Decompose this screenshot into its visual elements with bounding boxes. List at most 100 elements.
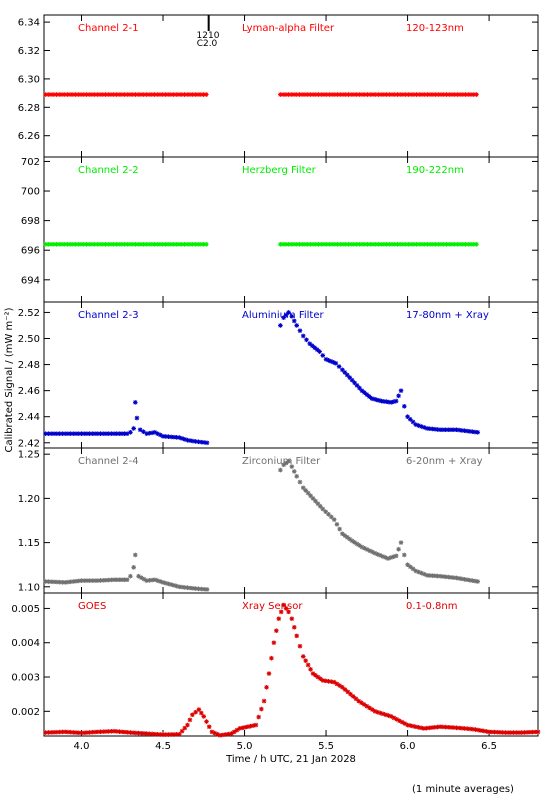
data-point [78,241,84,247]
data-point [430,92,436,97]
data-point [190,712,195,718]
data-point [108,92,114,97]
data-point [51,431,57,436]
data-point [128,430,133,435]
data-point [165,92,171,97]
data-point [402,552,407,558]
data-point [278,609,284,615]
data-point [527,729,533,735]
data-point [366,394,372,399]
data-point [379,398,384,404]
data-point [84,431,90,436]
data-point [90,431,95,436]
panel-frame [43,301,539,449]
data-point [357,241,362,247]
footnote: (1 minute averages) [412,784,514,795]
data-point [302,92,308,97]
data-point [174,583,179,589]
data-point [454,575,459,581]
data-point [459,725,465,731]
filter-label: Xray Sensor [242,601,303,612]
data-point [464,428,470,434]
data-point [289,464,295,469]
data-point [463,241,468,247]
data-point [481,728,486,734]
data-point [427,241,433,247]
data-point [530,729,535,735]
data-point [76,431,82,436]
data-point [416,725,421,730]
data-point [440,574,446,579]
data-point [535,729,541,735]
data-point [470,726,476,732]
data-point [451,427,457,433]
data-point [297,643,303,649]
panel-4: 1.10 1.15 1.20 1.25 Channel 2-4 Zirconium Fil… [18,447,539,594]
data-point [237,726,242,731]
data-point [103,729,109,734]
data-point [394,717,400,722]
data-point [405,562,410,568]
data-point [449,92,455,97]
data-point [310,241,316,247]
data-point [130,241,136,247]
data-point [59,241,65,247]
data-point [446,92,452,97]
data-point [305,662,311,668]
data-point [505,730,511,735]
data-point [508,730,514,735]
data-point [190,92,195,97]
data-point [438,241,444,247]
data-point [353,696,359,702]
data-point [57,729,62,735]
data-point [297,241,302,247]
data-point [464,577,470,583]
data-point [532,729,538,735]
data-point [444,241,449,247]
data-point [321,241,327,247]
data-point [313,498,318,504]
data-point [393,553,399,559]
data-point [203,92,209,97]
data-point [430,426,435,432]
data-point [465,726,470,731]
data-point [324,92,329,97]
data-point [327,92,332,97]
data-point [465,241,471,247]
data-point [348,92,354,97]
data-point [62,241,67,247]
x-axis-label: Time / h UTC, 21 Jan 2028 [225,754,356,765]
data-point [67,92,73,97]
data-point [329,514,334,520]
data-point [187,92,193,97]
data-point [478,728,484,733]
data-point [114,241,119,247]
data-point [51,92,57,97]
data-point [338,92,343,97]
data-point [494,729,500,735]
data-point [81,241,87,247]
data-point [430,573,435,578]
data-point [342,533,348,538]
data-point [405,722,410,728]
data-point [294,92,300,97]
data-point [157,432,163,438]
data-point [421,425,427,430]
data-point [60,729,65,735]
data-point [212,730,217,736]
data-point [305,490,311,496]
data-point [475,579,480,584]
data-point [407,564,413,570]
data-point [369,396,375,401]
data-point [422,92,428,97]
data-point [48,92,54,97]
data-point [320,353,326,358]
data-point [196,707,202,712]
data-point [73,92,78,97]
data-point [92,92,97,97]
data-point [62,92,67,97]
data-point [335,241,340,247]
data-point [166,434,171,440]
data-point [425,241,430,247]
